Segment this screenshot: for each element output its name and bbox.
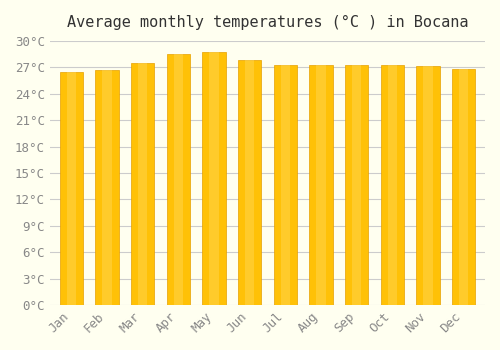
FancyBboxPatch shape xyxy=(388,65,397,305)
FancyBboxPatch shape xyxy=(210,52,218,305)
Bar xyxy=(60,72,83,305)
FancyBboxPatch shape xyxy=(138,63,147,305)
Title: Average monthly temperatures (°C ) in Bocana: Average monthly temperatures (°C ) in Bo… xyxy=(66,15,468,30)
FancyBboxPatch shape xyxy=(424,65,432,305)
Bar xyxy=(202,52,226,305)
FancyBboxPatch shape xyxy=(352,65,361,305)
FancyBboxPatch shape xyxy=(245,60,254,305)
FancyBboxPatch shape xyxy=(280,65,290,305)
Bar xyxy=(345,65,368,305)
Bar xyxy=(96,70,118,305)
FancyBboxPatch shape xyxy=(102,70,112,305)
Bar xyxy=(131,63,154,305)
FancyBboxPatch shape xyxy=(174,54,183,305)
Bar xyxy=(166,54,190,305)
Bar xyxy=(238,60,261,305)
Bar xyxy=(380,65,404,305)
Bar xyxy=(416,65,440,305)
Bar xyxy=(274,65,297,305)
FancyBboxPatch shape xyxy=(316,65,326,305)
Bar xyxy=(452,69,475,305)
FancyBboxPatch shape xyxy=(66,72,76,305)
FancyBboxPatch shape xyxy=(459,69,468,305)
Bar xyxy=(310,65,332,305)
